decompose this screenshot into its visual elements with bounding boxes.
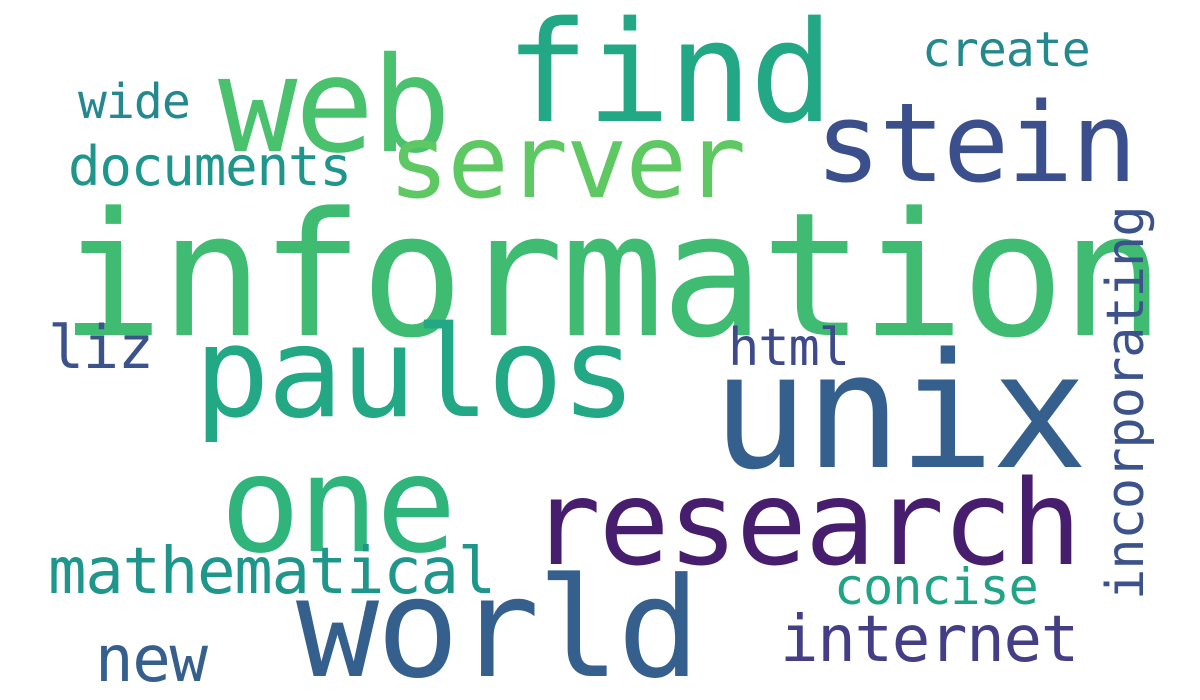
word-find: find	[505, 0, 834, 155]
word-research: research	[530, 454, 1082, 592]
word-web: web	[218, 29, 451, 183]
word-new: new	[95, 623, 208, 697]
word-stein: stein	[815, 79, 1137, 207]
word-internet: internet	[780, 603, 1079, 677]
word-information: information	[60, 175, 1165, 376]
word-liz: liz	[48, 313, 154, 383]
word-documents: documents	[68, 135, 352, 198]
word-incorporating: incorporating	[1096, 206, 1156, 600]
word-wide: wide	[78, 74, 191, 130]
word-server: server	[388, 103, 746, 222]
word-mathematical: mathematical	[48, 535, 496, 609]
word-html: html	[728, 318, 850, 378]
word-concise: concise	[834, 558, 1039, 616]
word-one: one	[220, 427, 457, 583]
word-world: world	[296, 548, 700, 700]
word-create: create	[922, 22, 1091, 78]
word-paulos: paulos	[194, 299, 637, 446]
word-unix: unix	[712, 318, 1088, 505]
